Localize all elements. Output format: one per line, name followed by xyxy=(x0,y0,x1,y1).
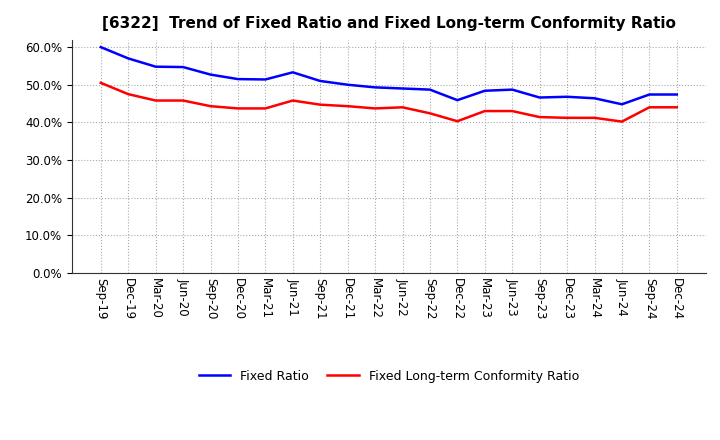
Line: Fixed Ratio: Fixed Ratio xyxy=(101,47,677,104)
Fixed Long-term Conformity Ratio xyxy=(316,102,325,107)
Fixed Long-term Conformity Ratio xyxy=(453,118,462,124)
Fixed Long-term Conformity Ratio xyxy=(398,105,407,110)
Fixed Long-term Conformity Ratio xyxy=(233,106,242,111)
Fixed Ratio xyxy=(124,56,132,61)
Fixed Long-term Conformity Ratio xyxy=(590,115,599,121)
Fixed Long-term Conformity Ratio xyxy=(124,92,132,97)
Fixed Long-term Conformity Ratio xyxy=(645,105,654,110)
Fixed Ratio xyxy=(536,95,544,100)
Fixed Long-term Conformity Ratio xyxy=(179,98,187,103)
Fixed Ratio xyxy=(206,72,215,77)
Title: [6322]  Trend of Fixed Ratio and Fixed Long-term Conformity Ratio: [6322] Trend of Fixed Ratio and Fixed Lo… xyxy=(102,16,676,32)
Fixed Long-term Conformity Ratio xyxy=(343,103,352,109)
Fixed Ratio xyxy=(645,92,654,97)
Fixed Ratio xyxy=(96,44,105,50)
Fixed Ratio xyxy=(233,77,242,82)
Fixed Long-term Conformity Ratio xyxy=(289,98,297,103)
Fixed Ratio xyxy=(508,87,516,92)
Fixed Ratio xyxy=(179,64,187,70)
Fixed Long-term Conformity Ratio xyxy=(563,115,572,121)
Fixed Long-term Conformity Ratio xyxy=(672,105,681,110)
Fixed Long-term Conformity Ratio xyxy=(261,106,270,111)
Fixed Ratio xyxy=(480,88,489,93)
Fixed Ratio xyxy=(563,94,572,99)
Fixed Ratio xyxy=(590,95,599,101)
Fixed Ratio xyxy=(371,85,379,90)
Fixed Ratio xyxy=(316,78,325,84)
Fixed Ratio xyxy=(151,64,160,70)
Legend: Fixed Ratio, Fixed Long-term Conformity Ratio: Fixed Ratio, Fixed Long-term Conformity … xyxy=(194,365,584,388)
Fixed Long-term Conformity Ratio xyxy=(371,106,379,111)
Fixed Long-term Conformity Ratio xyxy=(618,119,626,124)
Fixed Ratio xyxy=(618,102,626,107)
Line: Fixed Long-term Conformity Ratio: Fixed Long-term Conformity Ratio xyxy=(101,83,677,121)
Fixed Ratio xyxy=(672,92,681,97)
Fixed Long-term Conformity Ratio xyxy=(151,98,160,103)
Fixed Ratio xyxy=(343,82,352,88)
Fixed Ratio xyxy=(398,86,407,91)
Fixed Ratio xyxy=(261,77,270,82)
Fixed Ratio xyxy=(289,70,297,75)
Fixed Long-term Conformity Ratio xyxy=(96,80,105,85)
Fixed Long-term Conformity Ratio xyxy=(206,103,215,109)
Fixed Long-term Conformity Ratio xyxy=(426,111,434,116)
Fixed Ratio xyxy=(453,98,462,103)
Fixed Long-term Conformity Ratio xyxy=(508,108,516,114)
Fixed Long-term Conformity Ratio xyxy=(480,108,489,114)
Fixed Long-term Conformity Ratio xyxy=(536,114,544,120)
Fixed Ratio xyxy=(426,87,434,92)
